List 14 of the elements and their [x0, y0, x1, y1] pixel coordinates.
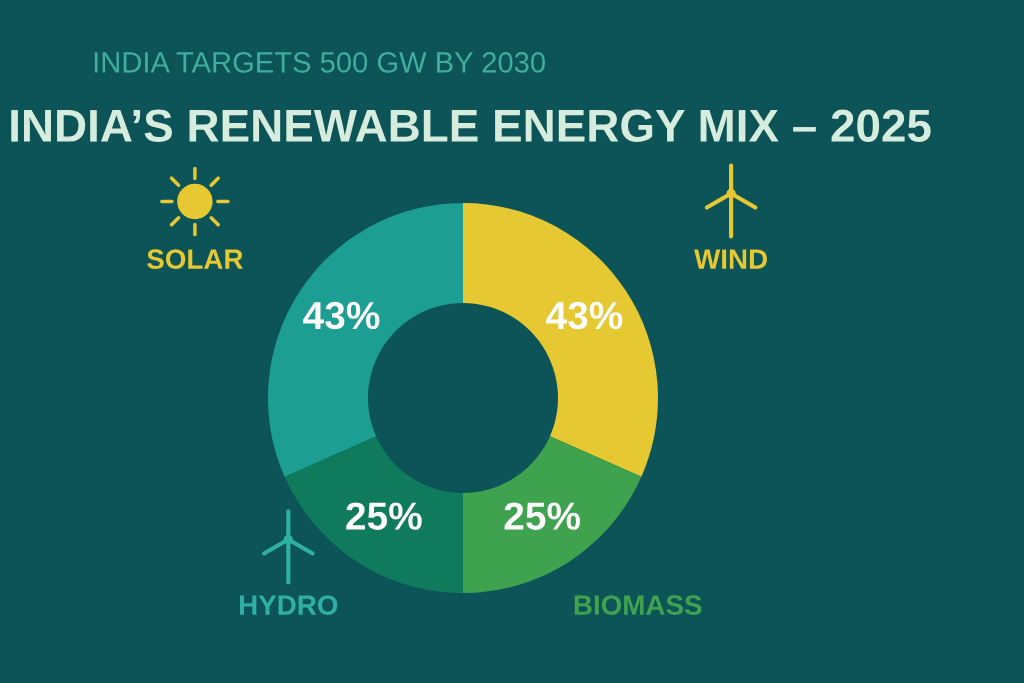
slice-label: BIOMASS: [574, 595, 702, 615]
data-label: 25%: [504, 502, 581, 530]
data-label: 43%: [303, 301, 380, 330]
donut-slice: [463, 203, 658, 477]
donut-slice: [463, 436, 642, 593]
data-label: 43%: [546, 301, 623, 330]
donut-slice: [284, 436, 463, 593]
slice-label: HYDRO: [240, 595, 338, 615]
chart-subtitle: INDIA TARGETS 500 GW BY 2030: [94, 52, 545, 73]
legend-label: WIND: [694, 249, 767, 269]
slice-label: SOLAR: [147, 249, 243, 269]
data-label: 25%: [346, 502, 422, 530]
donut-slice: [268, 203, 463, 477]
chart-title: INDIA’S RENEWABLE ENERGY MIX – 2025: [11, 109, 931, 143]
